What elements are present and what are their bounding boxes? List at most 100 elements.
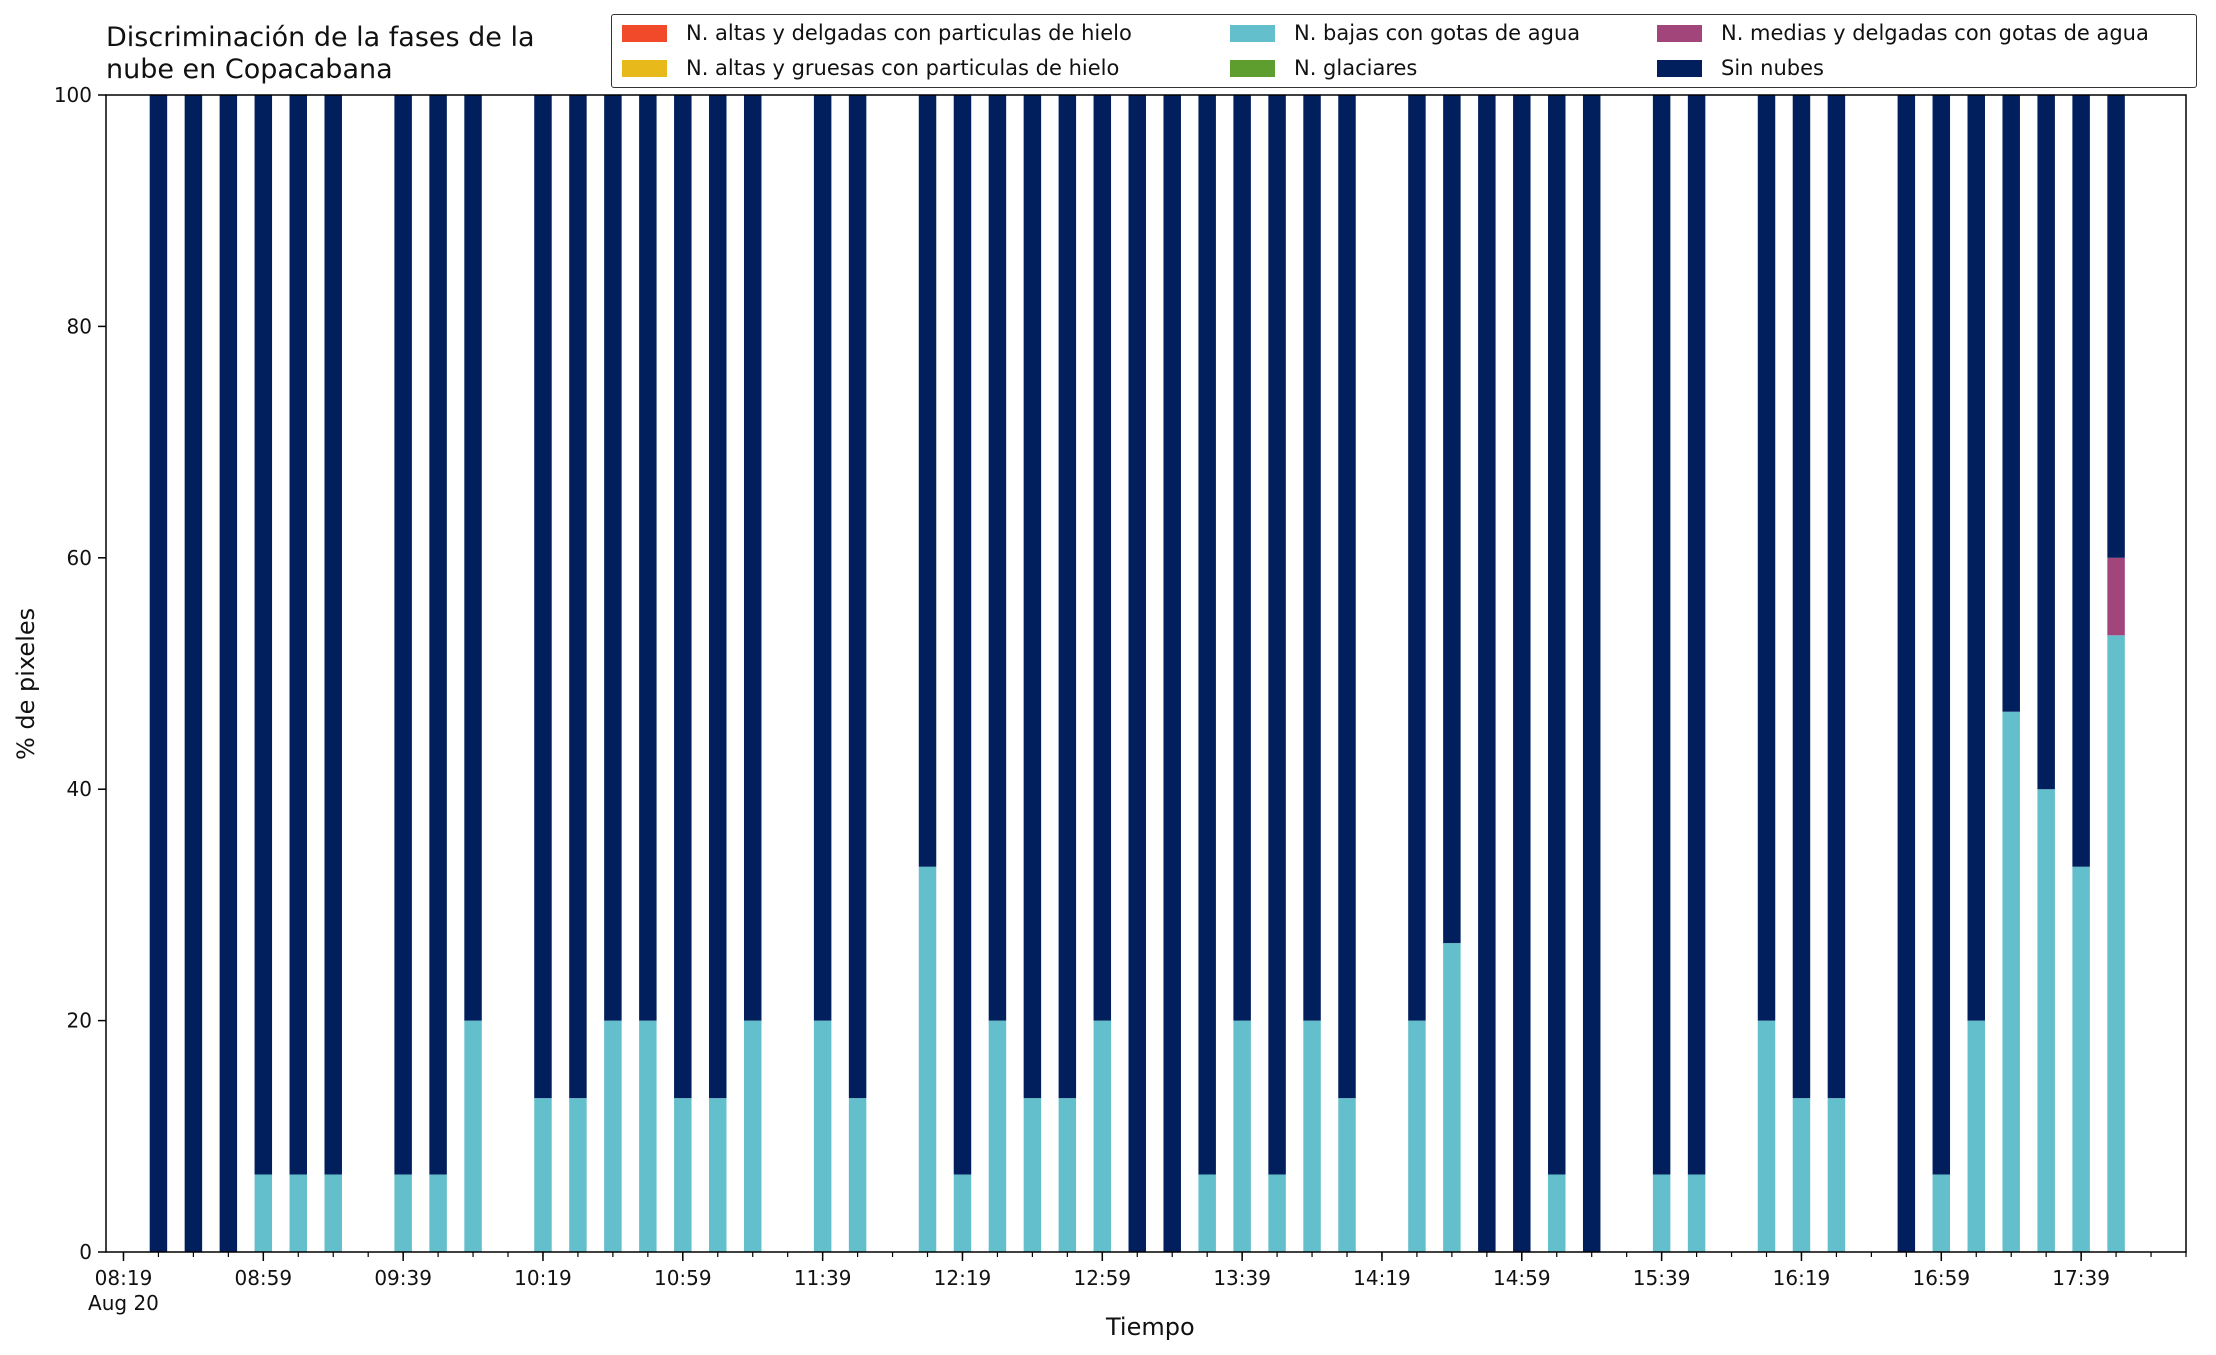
bar-segment [1408,95,1426,1021]
bar-segment [813,95,832,1021]
bar-segment [254,1174,273,1252]
bars-layer [149,95,2125,1252]
bar-segment [1932,1174,1951,1252]
bar-segment [394,1174,412,1252]
legend-swatch [1657,24,1702,42]
legend-label: N. altas y gruesas con particulas de hie… [686,56,1120,80]
legend-item-sin-nubes: Sin nubes [1657,53,1824,83]
legend-item-bajas-gotas: N. bajas con gotas de agua [1230,18,1580,48]
bar-segment [1338,1098,1356,1252]
bar-segment [464,95,482,1021]
legend-item-altas-gruesas: N. altas y gruesas con particulas de hie… [622,53,1119,83]
bar-segment [604,95,622,1021]
bar-segment [709,95,727,1099]
legend: N. altas y delgadas con particulas de hi… [611,14,2197,88]
bar-segment [429,95,447,1175]
y-tick-label: 40 [67,777,92,801]
bar-segment [1233,95,1251,1021]
legend-item-altas-delgadas: N. altas y delgadas con particulas de hi… [622,18,1132,48]
y-tick-label: 0 [79,1240,92,1264]
x-tick-label: 13:39 [1213,1266,1271,1290]
bar-segment [743,95,762,1021]
bar-segment [743,1020,762,1252]
legend-swatch [1230,59,1275,77]
bar-segment [1268,1174,1286,1252]
x-tick-label: 15:39 [1633,1266,1691,1290]
bar-segment [848,95,867,1099]
legend-swatch [622,59,667,77]
bar-segment [1233,1020,1251,1252]
bar-segment [1128,95,1146,1252]
bar-segment [1757,1020,1776,1252]
bar-segment [429,1174,447,1252]
bar-segment [1303,1020,1321,1252]
bar-segment [2107,95,2125,558]
bar-segment [1023,1098,1042,1252]
bar-segment [569,1098,587,1252]
y-tick-label: 100 [54,83,92,107]
x-axis-label: Tiempo [1106,1313,1195,1341]
legend-swatch [1657,59,1702,77]
plot-frame [105,94,2187,1253]
bar-segment [1198,1174,1216,1252]
x-tick-label: 12:19 [934,1266,992,1290]
bar-segment [219,95,238,1252]
legend-label: N. bajas con gotas de agua [1294,21,1581,45]
bar-segment [1303,95,1321,1021]
legend-label: N. altas y delgadas con particulas de hi… [686,21,1132,45]
bar-segment [2037,95,2055,790]
bar-segment [2107,635,2125,1252]
bar-segment [1932,95,1951,1175]
bar-segment [1967,1020,1985,1252]
legend-swatch [622,24,667,42]
bar-segment [324,1174,342,1252]
bar-segment [988,95,1007,1021]
bar-segment [813,1020,832,1252]
bar-segment [254,95,273,1175]
bar-segment [1338,95,1356,1099]
bar-segment [1792,95,1811,1099]
bar-segment [569,95,587,1099]
bar-segment [674,1098,692,1252]
bar-segment [604,1020,622,1252]
legend-item-glaciares: N. glaciares [1230,53,1417,83]
x-tick-label: 14:19 [1353,1266,1411,1290]
bar-segment [1408,1020,1426,1252]
bar-segment [1967,95,1985,1021]
bar-segment [674,95,692,1099]
bar-segment [1582,95,1601,1252]
x-tick-label: 12:59 [1073,1266,1131,1290]
bar-segment [1163,95,1181,1252]
bar-segment [2037,789,2055,1252]
y-tick-label: 80 [67,314,92,338]
bar-segment [639,95,657,1021]
bar-segment [2107,557,2125,636]
x-tick-label: 14:59 [1493,1266,1551,1290]
y-axis-label: % de pixeles [12,607,40,760]
bar-segment [534,95,552,1099]
bar-segment [953,1174,972,1252]
legend-label: N. glaciares [1294,56,1418,80]
bar-segment [1023,95,1042,1099]
x-tick-label: 11:39 [794,1266,852,1290]
bar-segment [289,95,308,1175]
bar-segment [1792,1098,1811,1252]
bar-segment [1093,1020,1112,1252]
bar-segment [953,95,972,1175]
bar-segment [1443,943,1461,1252]
bar-segment [1652,1174,1671,1252]
x-tick-label: 10:19 [514,1266,572,1290]
bar-segment [1827,95,1846,1099]
bar-segment [464,1020,482,1252]
chart-title: Discriminación de la fases de la nube en… [106,22,535,85]
bar-segment [1513,95,1531,1252]
bar-segment [2002,95,2020,712]
y-tick-label: 20 [67,1009,92,1033]
x-tick-label: 08:19 [95,1266,153,1290]
y-tick-label: 60 [67,546,92,570]
bar-segment [848,1098,867,1252]
bar-segment [709,1098,727,1252]
bar-segment [1058,95,1077,1099]
